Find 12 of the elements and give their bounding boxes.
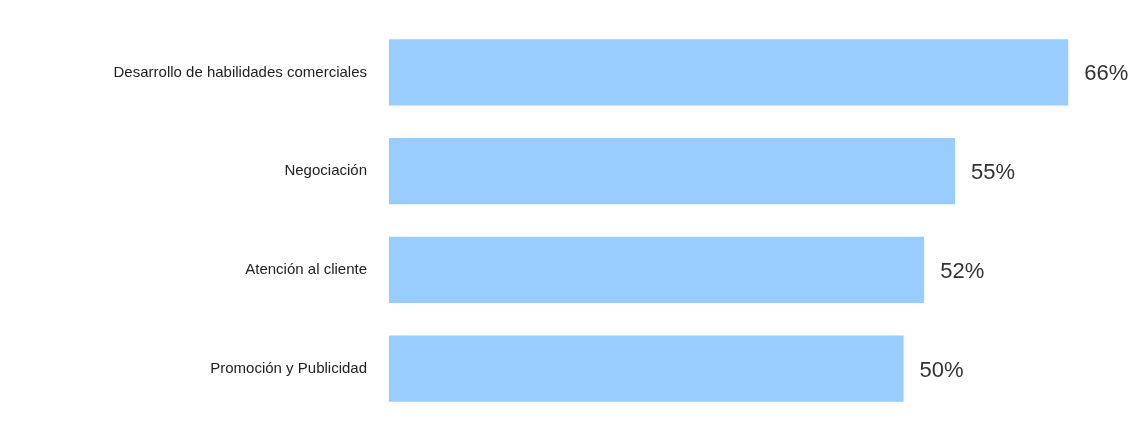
bar: [389, 236, 925, 303]
y-tick-label: Promoción y Publicidad: [210, 358, 367, 376]
bar: [389, 138, 956, 205]
data-label: 55%: [971, 159, 1016, 185]
bar: [389, 39, 1069, 106]
y-tick-label: Atención al cliente: [245, 260, 367, 278]
bar: [389, 335, 904, 402]
data-label: 66%: [1084, 60, 1129, 86]
data-label: 52%: [940, 257, 985, 283]
y-tick-label: Negociación: [284, 161, 367, 179]
y-tick-label: Desarrollo de habilidades comerciales: [113, 62, 367, 80]
data-label: 50%: [919, 356, 964, 382]
